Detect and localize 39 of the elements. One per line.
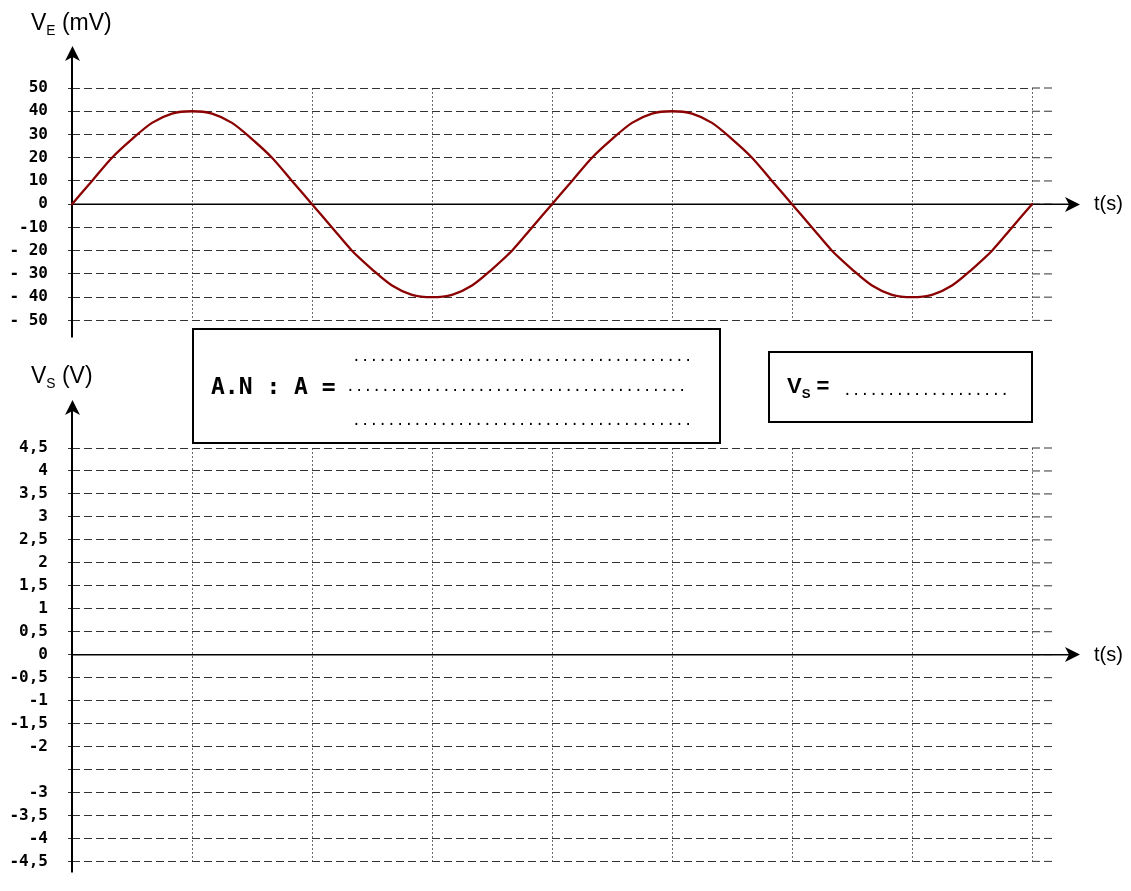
y-tick-label: 3	[38, 506, 48, 526]
y-tick-label: 4	[38, 460, 48, 480]
y-tick-label: -4,5	[9, 850, 48, 870]
y-axis-title: V$_{E}$ (mV)	[31, 9, 112, 38]
y-tick-label: 0	[38, 193, 48, 213]
y-tick-label: -0,5	[9, 666, 48, 686]
y-tick-label: - 50	[9, 309, 48, 329]
y-tick-label: 1	[38, 597, 48, 617]
text: .......................................	[346, 378, 687, 395]
y-tick-label: 20	[28, 146, 48, 166]
y-tick-label: - 30	[9, 263, 48, 283]
y-tick-label: -3,5	[9, 804, 48, 824]
text: .......................................	[352, 412, 693, 429]
y-tick-label: 10	[28, 170, 48, 190]
x-axis-title: t(s)	[1094, 191, 1123, 216]
y-tick-label: 4,5	[19, 437, 48, 457]
y-tick-label: -1	[28, 689, 48, 709]
y-tick-label: -1,5	[9, 712, 48, 732]
y-tick-label: 30	[28, 123, 48, 143]
y-tick-label: - 20	[9, 239, 48, 259]
text: .......................................	[352, 348, 693, 365]
text: A.N : A =	[211, 373, 336, 400]
text: V$_{S}$ =	[787, 373, 830, 401]
y-tick-label: 50	[28, 77, 48, 97]
y-tick-label: 1,5	[19, 574, 48, 594]
y-tick-label: -3	[28, 781, 48, 801]
y-tick-label: 0	[38, 643, 48, 663]
y-tick-label: 0,5	[19, 620, 48, 640]
y-tick-label: 2,5	[19, 529, 48, 549]
y-tick-label: 2	[38, 551, 48, 571]
x-axis-title: t(s)	[1094, 641, 1123, 666]
text: ...................	[843, 382, 1009, 399]
y-tick-label: - 40	[9, 286, 48, 306]
y-tick-label: -10	[19, 216, 48, 236]
y-tick-label: 40	[28, 100, 48, 120]
y-tick-label: 3,5	[19, 483, 48, 503]
y-tick-label: -4	[28, 827, 48, 847]
y-axis-title: V$_{S}$ (V)	[31, 362, 93, 391]
y-tick-label: -2	[28, 735, 48, 755]
